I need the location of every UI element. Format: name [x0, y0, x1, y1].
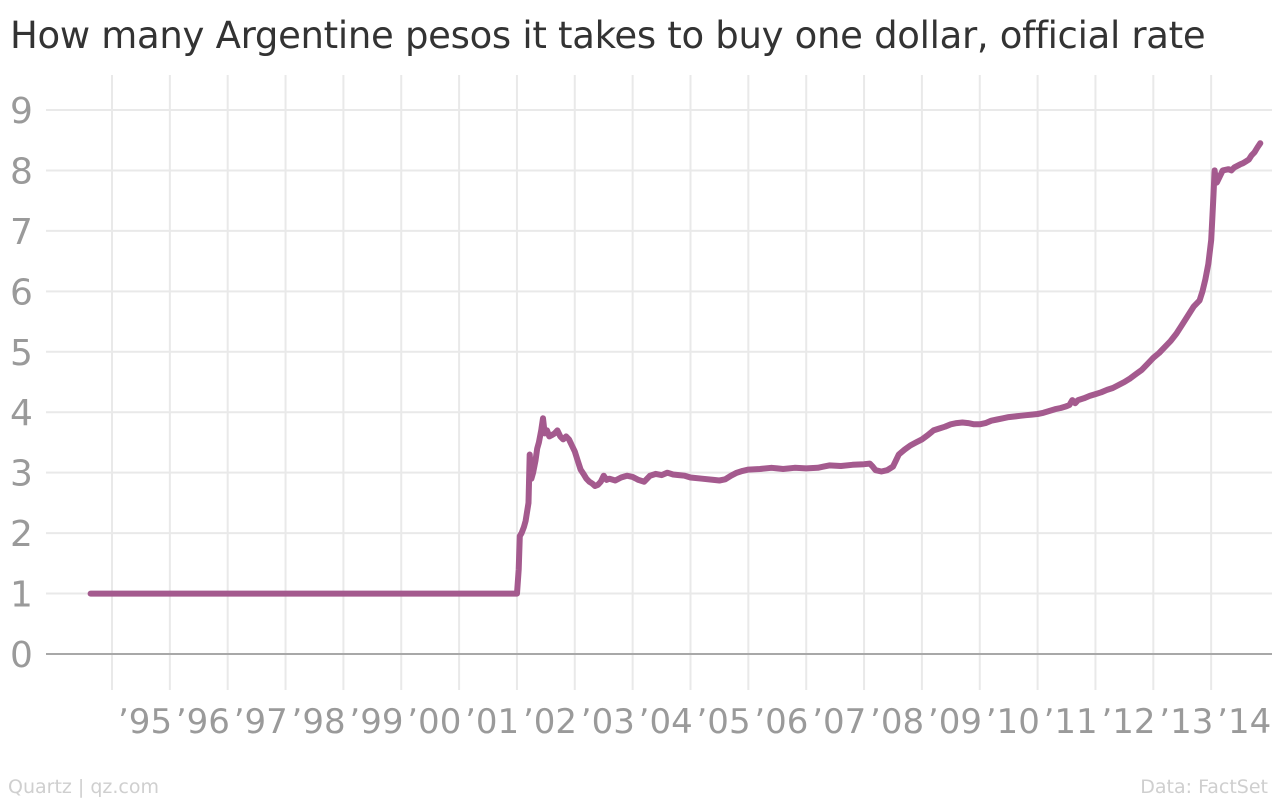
source-credit: Quartz | qz.com	[8, 776, 160, 798]
chart-title: How many Argentine pesos it takes to buy…	[10, 14, 1206, 57]
x-tick-label-2005: ’05	[697, 702, 751, 742]
vertical-gridlines	[111, 75, 1213, 690]
x-tick-label-1997: ’97	[234, 702, 288, 742]
x-axis-ticks: ’95’96’97’98’99’00’01’02’03’04’05’06’07’…	[118, 702, 1271, 742]
x-tick-label-2012: ’12	[1101, 702, 1155, 742]
y-tick-label-3: 3	[10, 454, 33, 495]
horizontal-gridlines	[46, 109, 1272, 595]
x-tick-label-2010: ’10	[986, 702, 1040, 742]
x-tick-label-2014: ’14	[1217, 702, 1271, 742]
x-tick-label-2011: ’11	[1044, 702, 1098, 742]
y-tick-label-4: 4	[10, 393, 33, 434]
series-line-0	[87, 140, 1264, 597]
y-tick-label-1: 1	[10, 575, 33, 616]
x-tick-label-1996: ’96	[176, 702, 230, 742]
x-tick-label-2009: ’09	[928, 702, 982, 742]
x-tick-label-2001: ’01	[465, 702, 519, 742]
x-tick-label-2003: ’03	[581, 702, 635, 742]
y-tick-label-5: 5	[10, 333, 33, 374]
y-axis-ticks: 0 1 2 3 4 5 6 7 8 9	[10, 91, 33, 676]
data-source: Data: FactSet	[1140, 776, 1268, 798]
x-tick-label-2000: ’00	[407, 702, 461, 742]
x-tick-label-1995: ’95	[118, 702, 172, 742]
series-group	[87, 140, 1264, 597]
y-tick-label-0: 0	[10, 635, 33, 676]
y-tick-label-7: 7	[10, 212, 33, 253]
x-tick-label-2002: ’02	[523, 702, 577, 742]
y-tick-label-8: 8	[10, 151, 33, 192]
x-tick-label-2007: ’07	[812, 702, 866, 742]
x-tick-label-1998: ’98	[292, 702, 346, 742]
x-tick-label-2013: ’13	[1159, 702, 1213, 742]
x-tick-label-2006: ’06	[754, 702, 808, 742]
y-tick-label-6: 6	[10, 272, 33, 313]
x-tick-label-2008: ’08	[870, 702, 924, 742]
y-tick-label-9: 9	[10, 91, 33, 132]
y-tick-label-2: 2	[10, 514, 33, 555]
x-tick-label-2004: ’04	[639, 702, 693, 742]
x-tick-label-1999: ’99	[349, 702, 403, 742]
